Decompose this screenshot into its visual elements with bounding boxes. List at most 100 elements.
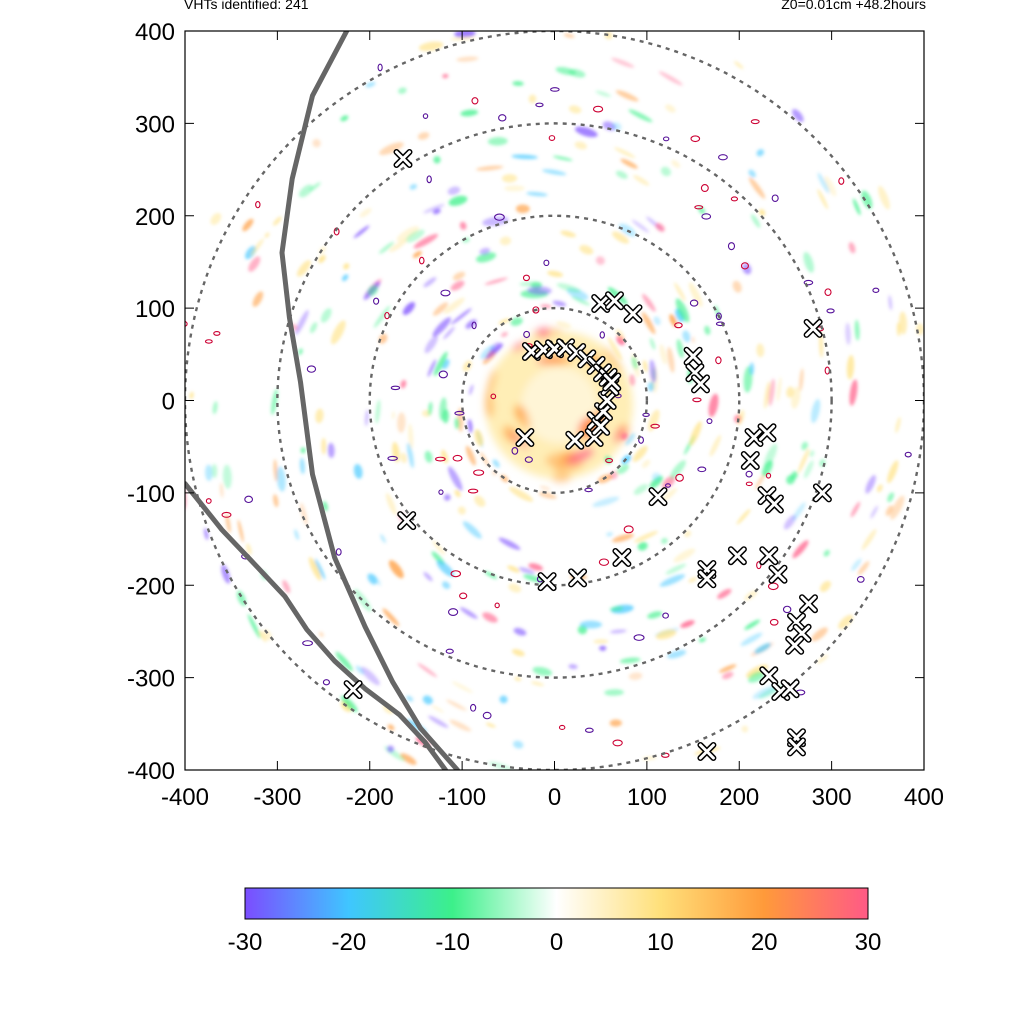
vorticity-contour [532, 306, 540, 314]
vorticity-speckle [242, 218, 254, 232]
vorticity-speckle [857, 561, 870, 576]
vorticity-speckle [599, 645, 607, 651]
vorticity-speckle [474, 495, 486, 507]
vorticity-contour [384, 311, 390, 320]
vorticity-speckle [222, 464, 232, 489]
vorticity-contour [584, 727, 594, 733]
vorticity-speckle [294, 529, 299, 541]
colorbar-tick-label: 30 [855, 929, 882, 956]
vorticity-speckle [315, 408, 324, 424]
vorticity-contour [418, 256, 425, 265]
vorticity-speckle [688, 282, 703, 307]
vorticity-speckle [203, 527, 209, 540]
vorticity-speckle [359, 208, 372, 218]
vorticity-speckle [432, 540, 446, 555]
vht-marker [648, 487, 668, 507]
vorticity-speckle [353, 463, 363, 479]
vorticity-speckle [633, 531, 658, 543]
vorticity-contour [718, 154, 728, 161]
vorticity-speckle [373, 305, 391, 328]
vorticity-speckle [676, 339, 684, 359]
vorticity-speckle [684, 530, 692, 538]
vorticity-speckle [396, 226, 420, 242]
vorticity-speckle [225, 513, 231, 533]
vorticity-speckle [515, 204, 530, 214]
vorticity-speckle [556, 321, 572, 329]
vorticity-speckle [511, 154, 538, 160]
vorticity-speckle [661, 537, 668, 544]
vht-marker [757, 423, 777, 443]
vorticity-contour [470, 703, 477, 712]
vorticity-speckle [456, 56, 479, 62]
vorticity-speckle [748, 169, 756, 178]
vorticity-speckle [364, 409, 369, 427]
vorticity-speckle [698, 637, 706, 643]
vorticity-speckle [708, 393, 719, 418]
vorticity-speckle [609, 719, 622, 727]
vorticity-speckle [443, 494, 451, 501]
vorticity-contour [856, 575, 865, 583]
vorticity-speckle [792, 109, 804, 123]
vorticity-speckle [817, 188, 829, 210]
vht-marker [759, 666, 779, 686]
vorticity-contour [826, 308, 835, 314]
vorticity-contour [447, 608, 459, 616]
vorticity-speckle [552, 300, 567, 307]
vorticity-speckle [539, 485, 551, 491]
vorticity-speckle [574, 126, 598, 138]
vht-marker [780, 679, 800, 699]
vorticity-speckle [264, 232, 270, 238]
vorticity-speckle [691, 336, 695, 343]
eye-center [522, 368, 597, 443]
vorticity-speckle [876, 484, 883, 493]
vorticity-contour [473, 469, 485, 476]
vht-marker [697, 569, 717, 589]
vorticity-speckle [355, 665, 365, 675]
vorticity-speckle [631, 356, 638, 370]
vorticity-contour [459, 592, 468, 600]
vht-marker [759, 546, 779, 566]
vorticity-speckle [237, 519, 244, 543]
vorticity-speckle [448, 195, 468, 206]
vorticity-speckle [689, 421, 702, 446]
eyewall-patch [552, 472, 571, 483]
vorticity-contour [185, 320, 188, 327]
vorticity-speckle [388, 560, 404, 579]
vorticity-contour [642, 412, 650, 418]
vorticity-speckle [660, 166, 671, 177]
vorticity-speckle [386, 745, 395, 753]
vorticity-speckle [221, 564, 231, 584]
vht-marker [803, 318, 823, 338]
vorticity-speckle [422, 695, 433, 705]
vorticity-speckle [513, 627, 527, 636]
colorbar-tick-label: 20 [751, 929, 778, 956]
vorticity-speckle [895, 416, 901, 433]
vorticity-speckle [460, 109, 479, 117]
vorticity-speckle [482, 216, 509, 227]
vorticity-speckle [642, 312, 656, 335]
vorticity-speckle [476, 252, 497, 263]
colorbar-tick-label: -10 [435, 929, 470, 956]
vorticity-speckle [423, 277, 437, 288]
vorticity-contour [592, 105, 604, 113]
vorticity-speckle [647, 611, 663, 619]
vorticity-speckle [722, 671, 734, 680]
vorticity-speckle [299, 457, 306, 475]
vorticity-contour [675, 473, 684, 482]
vorticity-speckle [816, 654, 829, 664]
vorticity-contour [824, 288, 832, 297]
vorticity-speckle [504, 185, 525, 192]
vorticity-contour [494, 602, 500, 609]
vorticity-speckle [387, 724, 395, 731]
vorticity-speckle [899, 311, 907, 335]
vorticity-contour [782, 605, 792, 614]
vorticity-speckle [423, 571, 433, 582]
vorticity-speckle [398, 87, 407, 94]
vorticity-speckle [189, 391, 194, 400]
vorticity-speckle [428, 715, 449, 728]
y-tick-label: 0 [162, 389, 175, 416]
vorticity-speckle [367, 285, 378, 296]
vorticity-speckle [688, 577, 697, 583]
vorticity-speckle [400, 379, 407, 389]
vht-marker [812, 483, 832, 503]
